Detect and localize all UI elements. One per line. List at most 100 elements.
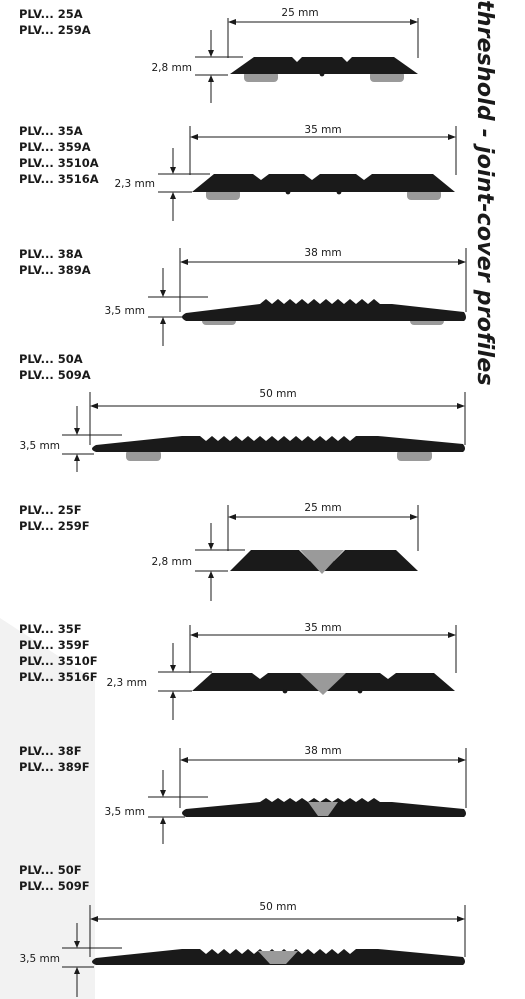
arrowhead bbox=[170, 167, 176, 174]
width-label: 38 mm bbox=[304, 247, 341, 259]
width-label: 35 mm bbox=[304, 622, 341, 634]
code-label: PLV... 38A bbox=[19, 247, 83, 261]
rubber-insert bbox=[300, 550, 344, 574]
arrowhead bbox=[208, 543, 214, 550]
code-label: PLV... 25F bbox=[19, 503, 82, 517]
profile-shape bbox=[192, 174, 455, 192]
profile-shape bbox=[182, 299, 466, 321]
profile-25a-drawing: 25 mm 2,8 mm bbox=[152, 7, 419, 103]
profile-35f-codes: PLV... 35F PLV... 359F PLV... 3510F PLV.… bbox=[19, 621, 98, 685]
code-label: PLV... 25A bbox=[19, 7, 83, 21]
arrowhead bbox=[190, 632, 198, 638]
height-label: 2,8 mm bbox=[152, 556, 193, 568]
profile-50f-codes: PLV... 50F PLV... 509F bbox=[19, 862, 90, 894]
arrowhead bbox=[457, 916, 465, 922]
arrowhead bbox=[208, 50, 214, 57]
code-label: PLV... 389F bbox=[19, 760, 90, 774]
arrowhead bbox=[448, 134, 456, 140]
code-label: PLV... 3516A bbox=[19, 172, 99, 186]
arrowhead bbox=[208, 571, 214, 578]
code-label: PLV... 259F bbox=[19, 519, 90, 533]
arrowhead bbox=[457, 403, 465, 409]
height-label: 3,5 mm bbox=[20, 440, 61, 452]
arrowhead bbox=[74, 967, 80, 974]
profile-38f-drawing: 38 mm 3,5 mm bbox=[105, 745, 467, 844]
arrowhead bbox=[74, 941, 80, 948]
code-label: PLV... 50A bbox=[19, 352, 83, 366]
profile-35f-drawing: 35 mm 2,3 mm bbox=[107, 622, 457, 720]
rubber-insert bbox=[300, 673, 346, 695]
rubber-insert bbox=[308, 802, 338, 816]
arrowhead bbox=[180, 259, 188, 265]
arrowhead bbox=[160, 290, 166, 297]
width-label: 35 mm bbox=[304, 124, 341, 136]
height-label: 2,3 mm bbox=[107, 677, 148, 689]
groove-dot bbox=[285, 189, 291, 195]
arrowhead bbox=[170, 691, 176, 698]
width-label: 50 mm bbox=[259, 901, 296, 913]
code-label: PLV... 3516F bbox=[19, 670, 98, 684]
code-label: PLV... 359F bbox=[19, 638, 90, 652]
width-label: 50 mm bbox=[259, 388, 296, 400]
height-label: 3,5 mm bbox=[105, 305, 146, 317]
profile-38a-drawing: 38 mm 3,5 mm bbox=[105, 247, 467, 346]
code-label: PLV... 35A bbox=[19, 124, 83, 138]
code-label: PLV... 509F bbox=[19, 879, 90, 893]
profile-shape bbox=[92, 436, 465, 452]
arrowhead bbox=[74, 454, 80, 461]
width-label: 25 mm bbox=[304, 502, 341, 514]
profile-38f-codes: PLV... 38F PLV... 389F bbox=[19, 743, 90, 775]
arrowhead bbox=[448, 632, 456, 638]
code-label: PLV... 259A bbox=[19, 23, 91, 37]
code-label: PLV... 389A bbox=[19, 263, 91, 277]
arrowhead bbox=[228, 514, 236, 520]
groove-dot bbox=[282, 688, 288, 694]
height-label: 2,8 mm bbox=[152, 62, 193, 74]
rubber-insert bbox=[397, 450, 432, 461]
code-label: PLV... 38F bbox=[19, 744, 82, 758]
height-label: 3,5 mm bbox=[105, 806, 146, 818]
profile-50a-codes: PLV... 50A PLV... 509A bbox=[19, 351, 91, 383]
groove-dot bbox=[357, 688, 363, 694]
code-label: PLV... 50F bbox=[19, 863, 82, 877]
profile-25f-codes: PLV... 25F PLV... 259F bbox=[19, 502, 90, 534]
profile-25a-codes: PLV... 25A PLV... 259A bbox=[19, 6, 91, 38]
code-label: PLV... 359A bbox=[19, 140, 91, 154]
arrowhead bbox=[170, 192, 176, 199]
groove-dot bbox=[336, 189, 342, 195]
profile-38a-codes: PLV... 38A PLV... 389A bbox=[19, 246, 91, 278]
code-label: PLV... 3510A bbox=[19, 156, 99, 170]
arrowhead bbox=[458, 757, 466, 763]
profile-50f-drawing: 50 mm 3,5 mm bbox=[20, 901, 466, 997]
arrowhead bbox=[160, 817, 166, 824]
width-label: 38 mm bbox=[304, 745, 341, 757]
arrowhead bbox=[208, 75, 214, 82]
arrowhead bbox=[90, 403, 98, 409]
rubber-insert bbox=[258, 951, 298, 964]
code-label: PLV... 3510F bbox=[19, 654, 98, 668]
rubber-insert bbox=[126, 450, 161, 461]
height-label: 2,3 mm bbox=[115, 178, 156, 190]
arrowhead bbox=[74, 428, 80, 435]
arrowhead bbox=[228, 19, 236, 25]
arrowhead bbox=[90, 916, 98, 922]
arrowhead bbox=[180, 757, 188, 763]
arrowhead bbox=[170, 665, 176, 672]
profile-shape bbox=[230, 57, 418, 74]
profile-25f-drawing: 25 mm 2,8 mm bbox=[152, 502, 419, 601]
width-label: 25 mm bbox=[281, 7, 318, 19]
arrowhead bbox=[160, 790, 166, 797]
profile-35a-drawing: 35 mm 2,3 mm bbox=[115, 124, 457, 221]
code-label: PLV... 509A bbox=[19, 368, 91, 382]
arrowhead bbox=[190, 134, 198, 140]
profile-35a-codes: PLV... 35A PLV... 359A PLV... 3510A PLV.… bbox=[19, 123, 99, 187]
arrowhead bbox=[410, 514, 418, 520]
arrowhead bbox=[458, 259, 466, 265]
profile-50a-drawing: 50 mm 3,5 mm bbox=[20, 388, 466, 472]
arrowhead bbox=[160, 317, 166, 324]
groove-dot bbox=[319, 71, 325, 77]
code-label: PLV... 35F bbox=[19, 622, 82, 636]
arrowhead bbox=[410, 19, 418, 25]
height-label: 3,5 mm bbox=[20, 953, 61, 965]
